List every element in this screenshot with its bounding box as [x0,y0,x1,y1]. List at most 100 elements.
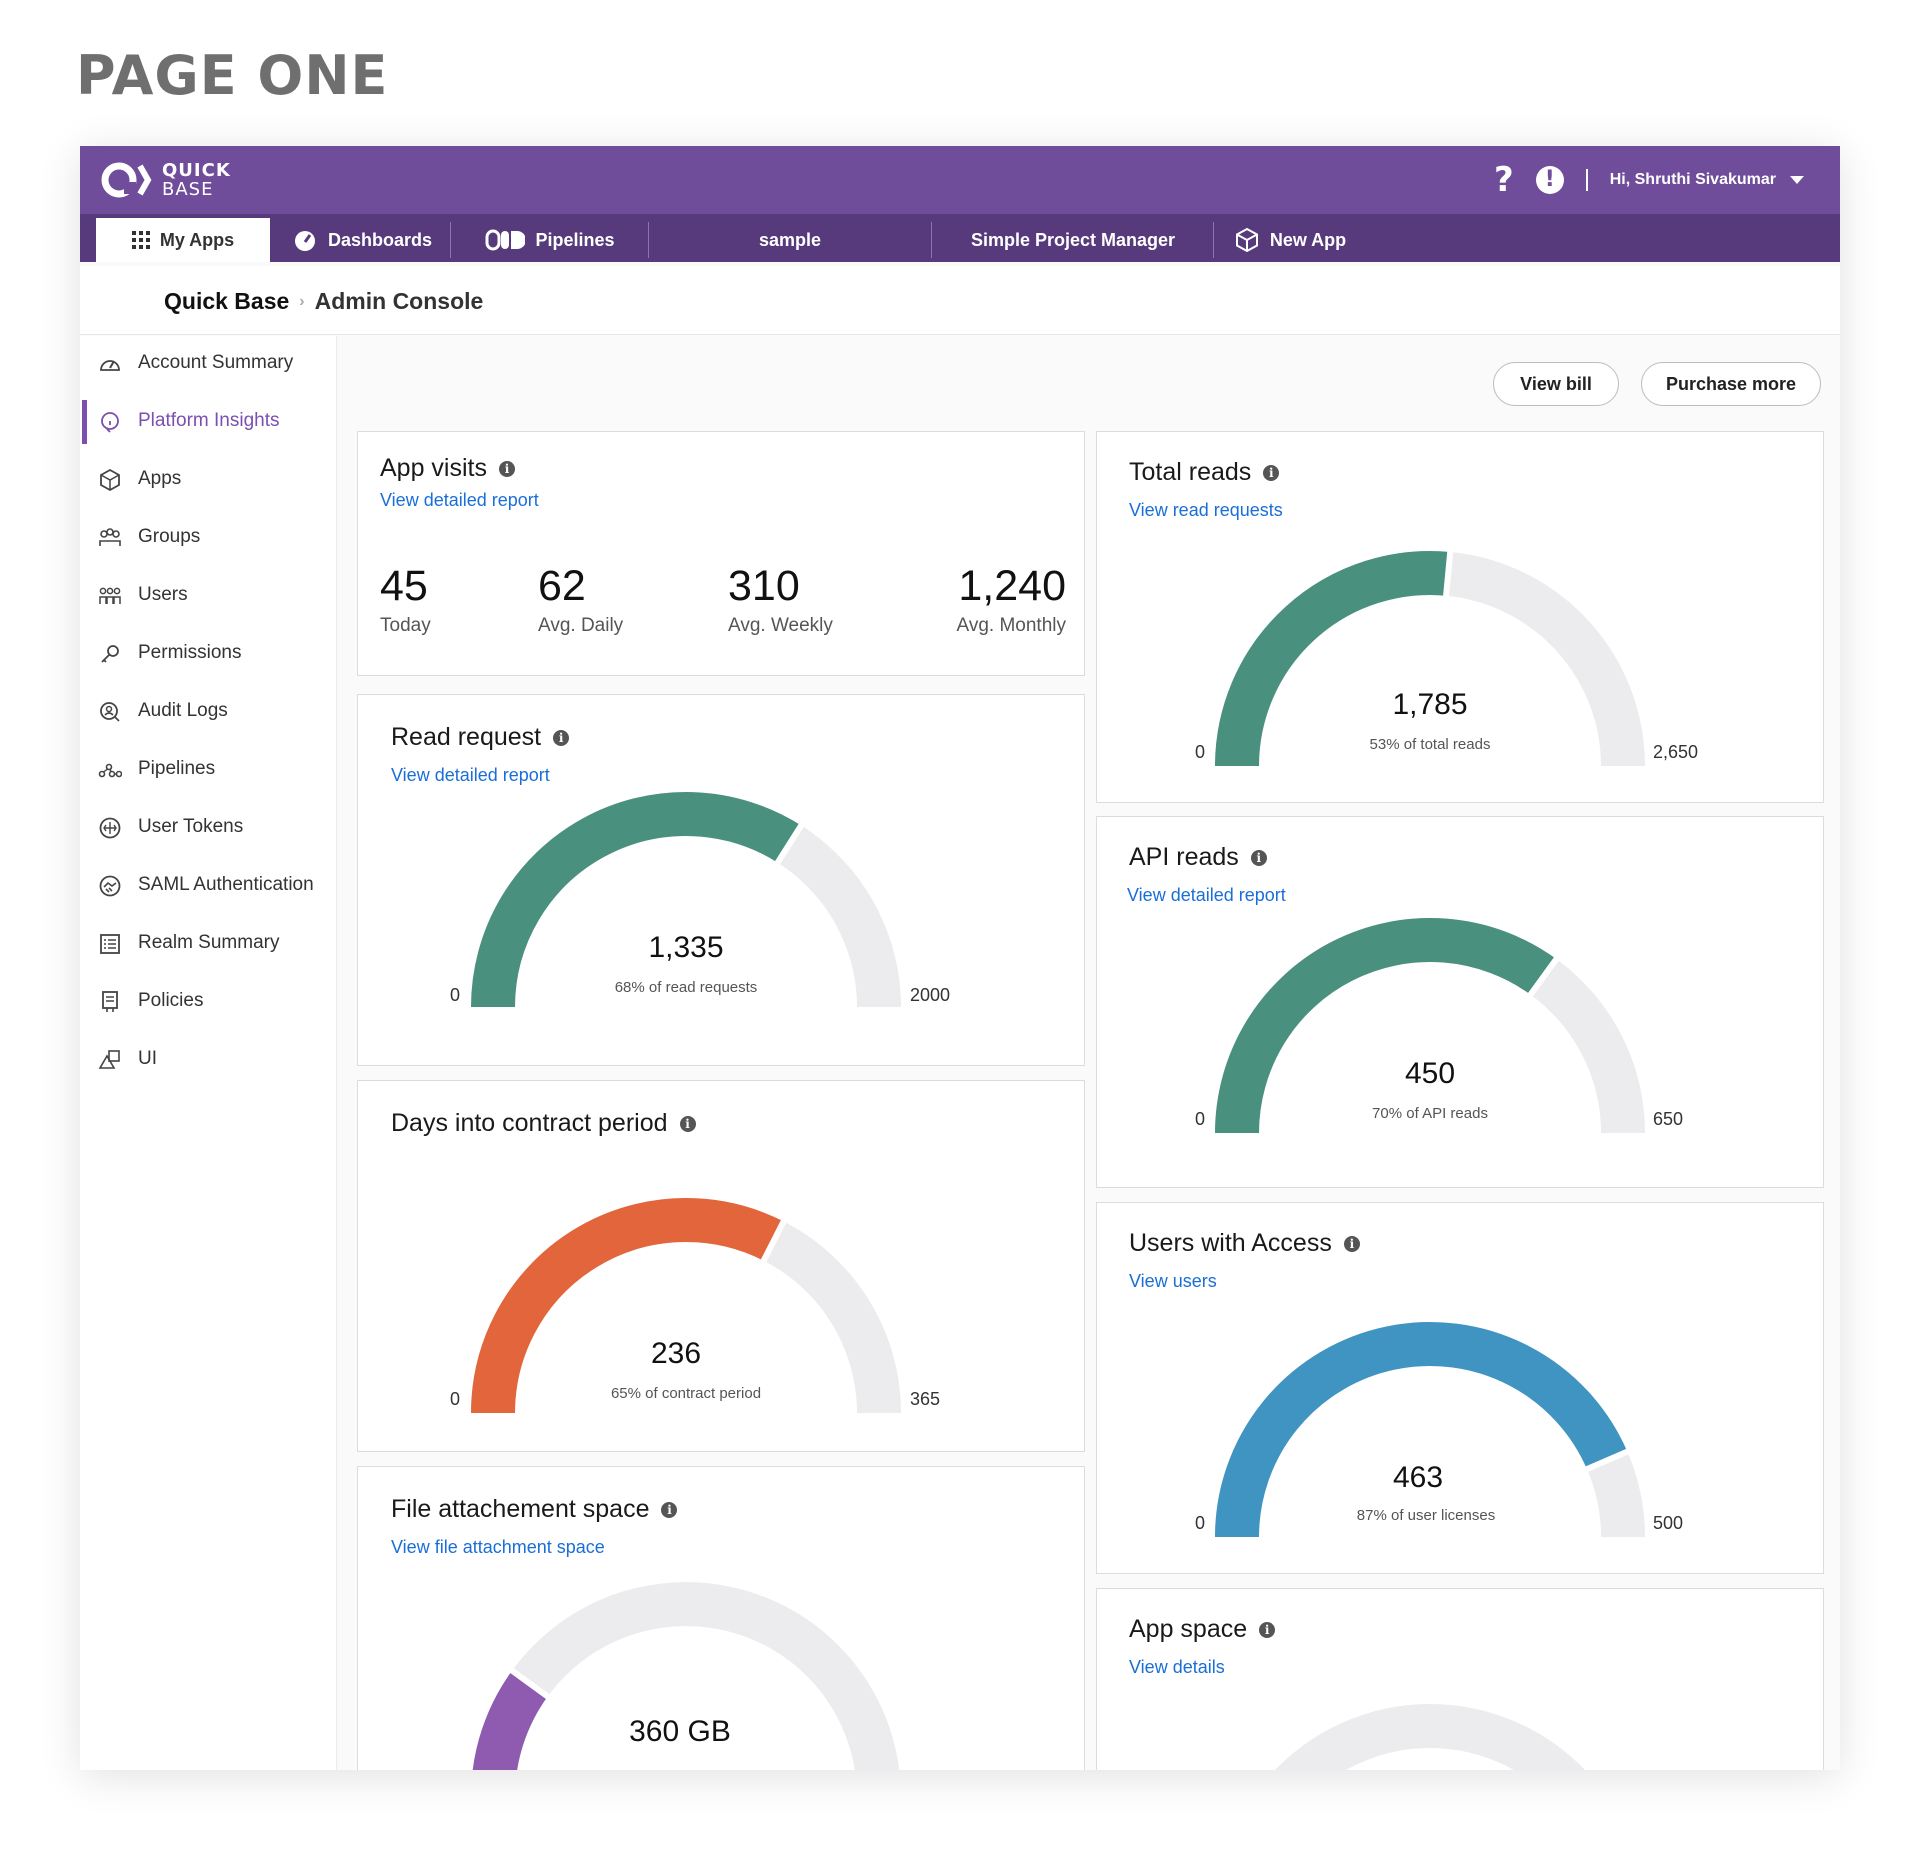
gauge-max-label: 2000 [910,985,951,1005]
sidebar-item-label: Realm Summary [138,932,280,953]
view-detailed-report-link[interactable]: View detailed report [380,490,539,510]
tab-label: Simple Project Manager [970,229,1176,250]
gauge-min-label: 0 [450,1389,461,1409]
stat-today: 45 Today [380,562,431,637]
gauge-value: 236 [650,1337,702,1370]
chevron-right-icon: › [299,292,305,310]
logo-text-line2: BASE [162,179,214,200]
sidebar-item-label: Pipelines [138,758,216,779]
info-icon[interactable]: i [1250,849,1267,866]
gauge-max-label: 500 [1653,1513,1684,1533]
card-title-row: Total reads i [1129,458,1280,487]
stat-label: Today [380,615,431,636]
sidebar-item-label: Audit Logs [138,700,228,721]
gauge-divider [774,822,805,866]
gauge-divider [508,1667,552,1701]
view-file-attachment-space-link[interactable]: View file attachment space [391,1537,605,1557]
purchase-more-button[interactable]: Purchase more [1641,362,1821,406]
sidebar-item-label: User Tokens [138,816,244,837]
gauge-min-label: 0 [1195,1513,1206,1533]
shapes-icon [98,1050,120,1069]
gauge-value: 450 [1404,1057,1456,1090]
card-title: Users with Access [1129,1229,1332,1257]
stat-avg-weekly: 310 Avg. Weekly [728,562,833,637]
tab-my-apps[interactable]: My Apps [96,218,270,262]
sidebar-item-label: Permissions [138,642,242,663]
view-detailed-report-link[interactable]: View detailed report [1127,885,1286,905]
gauge-divider [760,1218,788,1264]
card-title-row: App space i [1129,1615,1276,1644]
cube-icon [1235,227,1258,253]
info-icon[interactable]: i [661,1501,678,1518]
stat-label: Avg. Weekly [728,615,833,636]
sidebar-item-apps[interactable]: Apps [80,456,336,504]
info-icon[interactable]: i [1259,1621,1276,1638]
question-icon[interactable]: ? [1494,160,1514,200]
stat-value: 62 [538,562,586,610]
info-icon[interactable]: i [498,460,515,477]
sidebar-item-permissions[interactable]: Permissions [80,630,336,678]
stat-value: 45 [380,562,428,610]
exclamation-icon[interactable]: ! [1535,166,1564,194]
info-icon[interactable]: i [1263,464,1280,481]
tab-simple-project-manager[interactable]: Simple Project Manager [933,218,1213,262]
user-menu[interactable]: Hi, Shruthi Sivakumar [1610,171,1804,189]
cube-icon [100,468,120,492]
view-read-requests-link[interactable]: View read requests [1129,500,1283,520]
sidebar: Account Summary Platform Insights Apps G… [80,336,337,1770]
app-window: QUICK BASE ? ! Hi, Shruthi Sivakumar My … [80,146,1840,1770]
sidebar-item-label: Account Summary [138,352,294,373]
sidebar-item-saml-authentication[interactable]: SAML Authentication [80,862,336,910]
view-users-link[interactable]: View users [1129,1271,1217,1291]
sidebar-item-realm-summary[interactable]: Realm Summary [80,920,336,968]
gauge-caption: 87% of user licenses [1356,1507,1496,1524]
tab-pipelines[interactable]: Pipelines [452,218,648,262]
info-icon[interactable]: i [679,1115,696,1132]
gauge-value: 1,335 [648,931,724,964]
sidebar-item-label: Users [138,584,188,605]
quickbase-logo[interactable]: QUICK BASE [100,160,231,200]
gauge-min-label: 0 [450,985,461,1005]
gauge-fill [471,1198,784,1414]
view-detailed-report-link[interactable]: View detailed report [391,765,550,785]
sidebar-item-ui[interactable]: UI [80,1036,336,1084]
lightbulb-icon [101,412,119,433]
gauge-max-label: 365 [910,1389,941,1409]
app-space-card: App space i View details [1096,1588,1824,1770]
divider [1585,169,1588,191]
stat-label: Avg. Monthly [956,615,1066,636]
gauge-fill [471,792,802,1008]
tab-dashboards[interactable]: Dashboards [276,218,448,262]
sidebar-item-policies[interactable]: Policies [80,978,336,1026]
gauge-divider [1442,549,1454,599]
view-bill-button[interactable]: View bill [1493,362,1619,406]
sidebar-item-label: Apps [138,468,182,489]
info-icon[interactable]: i [553,729,570,746]
breadcrumb-home[interactable]: Quick Base [164,288,290,314]
api-reads-gauge [1215,918,1645,1134]
card-title: Total reads [1129,458,1252,486]
quickbase-logo-icon [101,162,152,198]
view-details-link[interactable]: View details [1129,1657,1225,1677]
sidebar-item-account-summary[interactable]: Account Summary [80,340,336,388]
tab-label: Pipelines [535,229,615,250]
tab-separator [648,222,649,258]
sidebar-item-groups[interactable]: Groups [80,514,336,562]
card-title: File attachement space [391,1495,650,1523]
breadcrumb-current: Admin Console [314,288,484,314]
tab-new-app[interactable]: New App [1220,218,1360,262]
stat-label: Avg. Daily [538,615,624,636]
breadcrumb: Quick Base › Admin Console [164,288,483,315]
sidebar-item-audit-logs[interactable]: Audit Logs [80,688,336,736]
tab-separator [931,222,932,258]
card-title: App visits [380,454,487,482]
total-reads-gauge [1215,549,1645,767]
sidebar-item-pipelines[interactable]: Pipelines [80,746,336,794]
sidebar-item-users[interactable]: Users [80,572,336,620]
sidebar-item-platform-insights[interactable]: Platform Insights [80,398,336,446]
tab-sample[interactable]: sample [650,218,930,262]
sidebar-item-label: UI [138,1048,157,1069]
sidebar-item-user-tokens[interactable]: User Tokens [80,804,336,852]
card-title: API reads [1129,843,1239,871]
info-icon[interactable]: i [1343,1235,1360,1252]
